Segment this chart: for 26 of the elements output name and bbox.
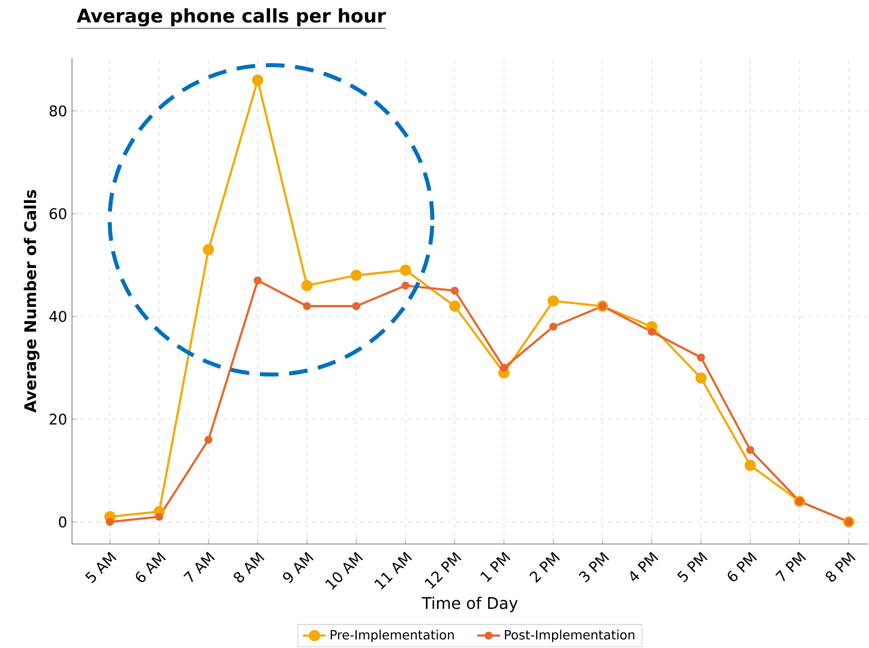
x-tick-label: 7 PM <box>775 552 806 582</box>
y-axis-title: Average Number of Calls <box>24 190 40 413</box>
x-tick-label: 8 AM <box>234 552 264 582</box>
x-tick-label: 6 AM <box>136 552 166 582</box>
legend-label: Post-Implementation <box>504 630 634 642</box>
x-tick-label: 6 PM <box>728 552 757 582</box>
x-tick-label: 10 AM <box>325 552 363 590</box>
x-tick-label: 8 PM <box>826 552 856 582</box>
x-tick-label: 12 PM <box>424 552 462 589</box>
x-tick-label: 7 AM <box>183 552 215 582</box>
x-tick-label: 9 AM <box>283 552 314 583</box>
chart-title: Average phone calls per hour <box>76 8 386 26</box>
x-axis-title: Time of Day <box>422 596 518 612</box>
y-tick-label: 80 <box>50 105 66 116</box>
y-tick-label: 20 <box>50 414 66 425</box>
x-tick-label: 5 PM <box>677 552 708 582</box>
y-tick-label: 40 <box>49 310 66 322</box>
x-tick-label: 11 AM <box>374 552 412 590</box>
x-tick-label: 4 PM <box>630 552 658 582</box>
x-tick-label: 3 PM <box>578 552 610 582</box>
legend-label: Pre-Implementation <box>330 630 454 642</box>
x-tick-label: 1 PM <box>480 552 511 582</box>
x-tick-label: 2 PM <box>529 552 560 583</box>
y-tick-label: 0 <box>58 516 66 528</box>
y-tick-label: 60 <box>50 208 66 220</box>
x-tick-label: 5 AM <box>85 552 116 584</box>
